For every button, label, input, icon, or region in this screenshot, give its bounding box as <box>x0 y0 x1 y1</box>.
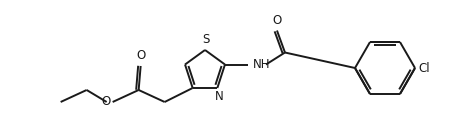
Text: Cl: Cl <box>417 61 429 75</box>
Text: O: O <box>101 95 110 108</box>
Text: S: S <box>202 33 209 46</box>
Text: O: O <box>136 49 145 62</box>
Text: O: O <box>272 13 281 27</box>
Text: N: N <box>214 90 223 103</box>
Text: NH: NH <box>252 58 270 71</box>
